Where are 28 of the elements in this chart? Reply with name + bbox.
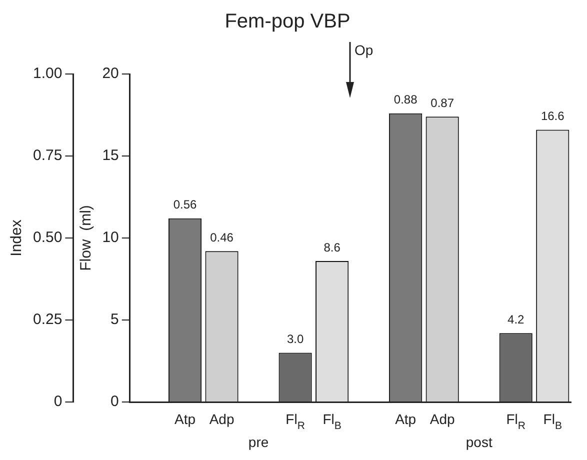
data-label: 3.0	[286, 332, 304, 346]
x-tick-label: Atp	[174, 411, 196, 427]
y2-axis-title: Index	[8, 219, 26, 256]
data-label: 0.56	[173, 198, 198, 212]
data-label: 8.6	[324, 240, 341, 254]
data-label: 4.2	[508, 312, 525, 326]
y2-tick-label: 0	[54, 393, 62, 410]
y-tick-label: 0	[110, 393, 119, 410]
x-tick-label: Adp	[209, 411, 234, 427]
y2-tick-label: 0.25	[32, 311, 62, 328]
y-tick-label: 15	[102, 147, 119, 164]
data-label: 0.46	[210, 230, 234, 244]
data-label: 0.87	[430, 96, 454, 110]
text: post	[466, 434, 492, 450]
y-axis-title: Flow (ml)	[77, 205, 94, 271]
text: Op	[354, 42, 374, 58]
text: pre	[248, 434, 269, 450]
y2-tick-label: 0.50	[32, 229, 62, 246]
x-tick-label: Atp	[395, 411, 416, 427]
x-tick-label: Adp	[430, 411, 456, 427]
chart-title: Fem-pop VBP	[224, 10, 350, 33]
y-tick-label: 20	[102, 65, 119, 82]
data-label: 0.88	[394, 92, 418, 107]
y2-tick-label: 1.00	[32, 65, 62, 82]
y-tick-label: 10	[102, 229, 119, 246]
y-tick-label: 5	[110, 311, 119, 328]
y2-tick-label: 0.75	[32, 147, 62, 164]
data-label: 16.6	[540, 109, 565, 124]
